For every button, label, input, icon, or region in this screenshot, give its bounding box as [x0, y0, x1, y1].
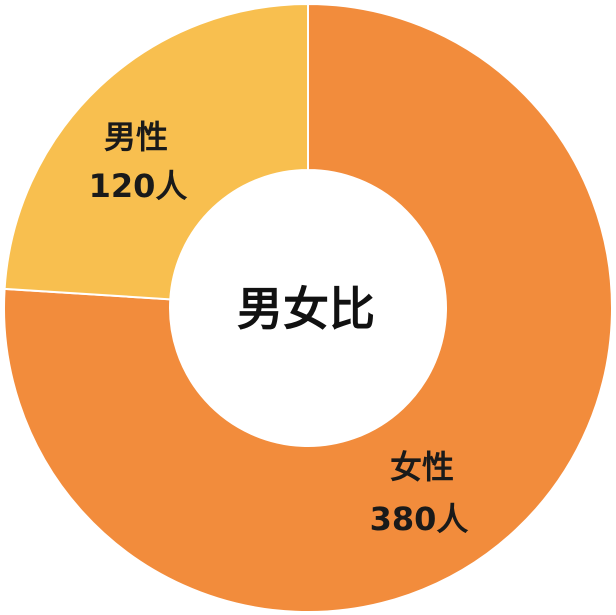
slice-label-male-name: 男性 [104, 118, 168, 156]
slice-label-male-value: 120人 [89, 167, 188, 205]
donut-slice-male [3, 2, 309, 301]
slices-group [3, 2, 613, 613]
slice-label-female-value: 380人 [370, 500, 469, 538]
labels-group: 女性 380人 男性 120人 [89, 118, 469, 538]
donut-slice-female [3, 2, 613, 613]
chart-title: 男女比 [237, 282, 375, 336]
slice-label-female-name: 女性 [390, 448, 454, 486]
